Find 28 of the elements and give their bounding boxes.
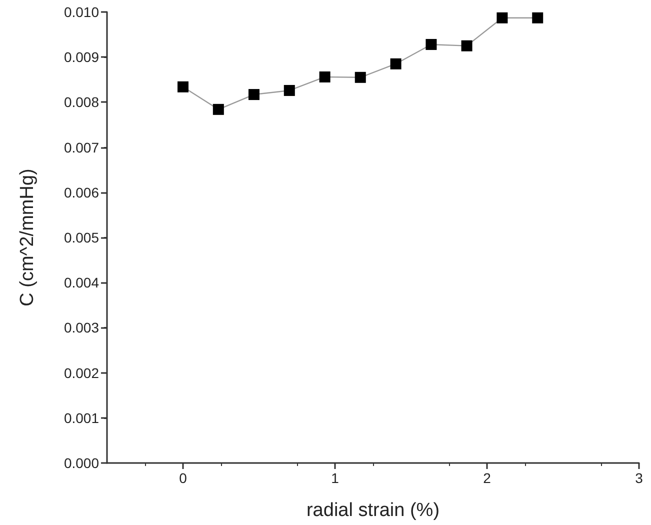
point bbox=[496, 12, 508, 24]
y-tick-label: 0.003 bbox=[64, 320, 100, 336]
y-tick-label: 0.001 bbox=[64, 410, 100, 426]
x-tick-label: 1 bbox=[331, 470, 340, 486]
x-tick-label: 0 bbox=[179, 470, 188, 486]
point bbox=[461, 40, 472, 52]
y-tick-label: 0.000 bbox=[64, 455, 100, 471]
y-tick-label: 0.004 bbox=[64, 274, 100, 291]
point bbox=[248, 89, 260, 100]
x-axis-title: radial strain (%) bbox=[306, 500, 440, 521]
y-tick-label: 0.007 bbox=[64, 139, 100, 156]
x-tick-label: 2 bbox=[483, 470, 492, 486]
point bbox=[354, 72, 366, 83]
y-tick-label: 0.002 bbox=[64, 364, 100, 381]
y-axis-title: C (cm^2/mmHg) bbox=[17, 168, 38, 306]
point bbox=[390, 58, 402, 70]
y-tick-label: 0.009 bbox=[64, 49, 100, 66]
point bbox=[319, 71, 330, 82]
point bbox=[532, 12, 544, 24]
y-tick-label: 0.008 bbox=[64, 94, 100, 110]
point bbox=[212, 104, 224, 115]
y-tick-label: 0.005 bbox=[64, 230, 100, 246]
y-tick-label: 0.010 bbox=[64, 4, 100, 20]
point bbox=[284, 84, 295, 96]
x-tick-label: 3 bbox=[635, 470, 644, 486]
point bbox=[426, 38, 437, 50]
point bbox=[178, 81, 188, 92]
y-tick-label: 0.006 bbox=[64, 184, 100, 200]
